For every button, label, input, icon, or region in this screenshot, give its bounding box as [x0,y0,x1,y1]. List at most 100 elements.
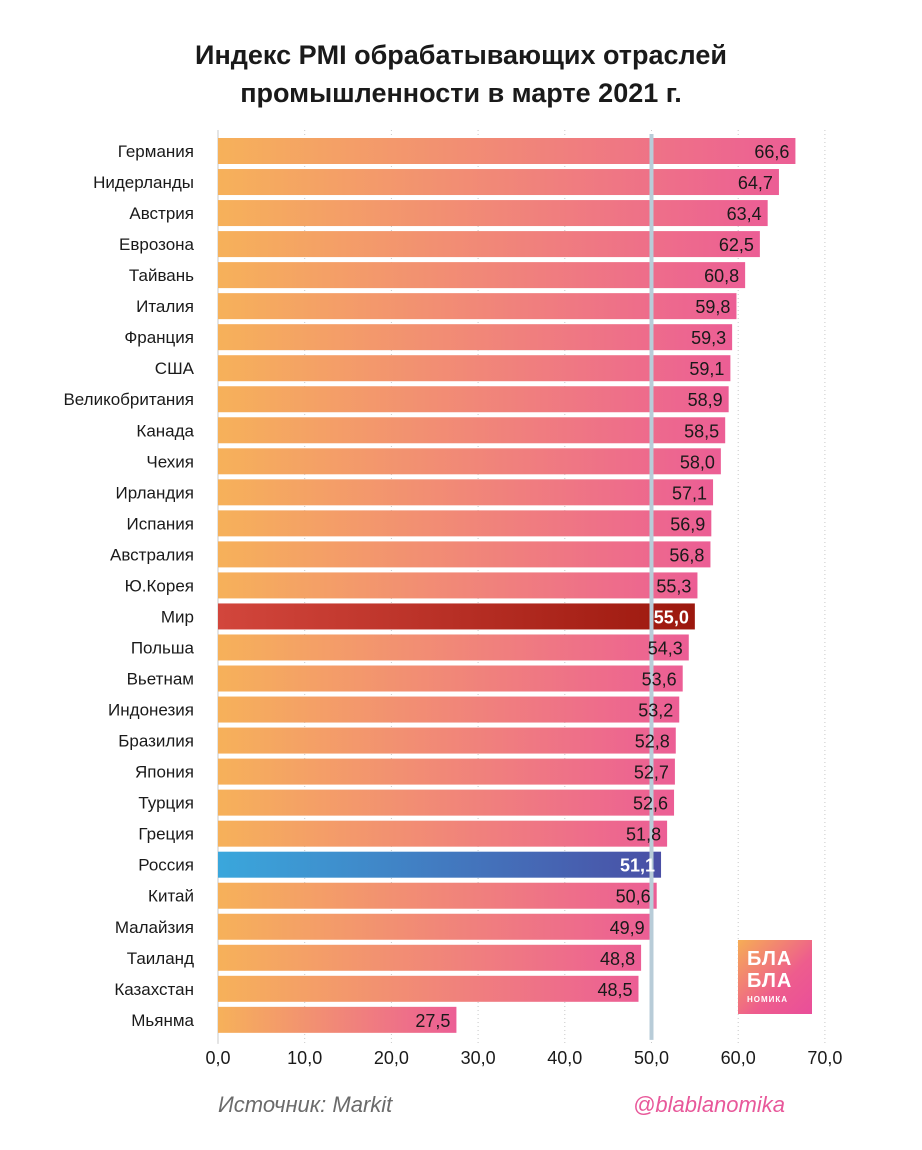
category-label: Ю.Корея [125,576,194,595]
category-label: Таиланд [127,949,194,968]
category-label: Малайзия [115,918,194,937]
category-label: Мьянма [131,1011,194,1030]
category-label: Чехия [146,452,194,471]
bar-8 [218,386,729,413]
bar-23 [218,851,662,878]
category-label: Турция [138,794,194,813]
value-label: 57,1 [672,483,707,503]
bar-0 [218,138,796,164]
value-label: 55,3 [656,576,691,596]
bar-4 [218,262,746,289]
category-label: Еврозона [119,235,195,254]
value-label: 66,6 [754,142,789,162]
bar-5 [218,293,737,320]
value-label: 51,8 [626,825,661,845]
category-label: Вьетнам [127,670,194,689]
x-tick-label: 10,0 [287,1048,322,1068]
value-label: 60,8 [704,266,739,286]
x-tick-label: 30,0 [461,1048,496,1068]
x-tick-label: 0,0 [205,1048,230,1068]
chart-title-line-1: Индекс PMI обрабатывающих отраслей [195,40,727,70]
bars [218,138,796,1033]
category-label: Индонезия [108,701,194,720]
category-label: США [155,359,195,378]
value-label: 59,3 [691,328,726,348]
value-label: 55,0 [654,607,689,627]
category-label: Франция [124,328,194,347]
logo-line-2: БЛА [747,970,793,992]
value-label: 49,9 [610,918,645,938]
x-axis: 0,0 10,0 20,0 30,0 40,0 50,0 60,0 70,0 [205,1048,842,1068]
category-label: Россия [138,856,194,875]
value-label: 48,5 [597,980,632,1000]
category-label: Ирландия [116,483,194,502]
value-label: 52,8 [635,732,670,752]
bar-1 [218,169,779,196]
labels: Германия 66,6 Нидерланды 64,7 Австрия 63,4 Евр… [63,142,789,1031]
x-tick-label: 20,0 [374,1048,409,1068]
bar-6 [218,324,733,351]
category-label: Нидерланды [93,173,194,192]
category-label: Великобритания [63,390,194,409]
bar-24 [218,882,657,909]
bar-15 [218,603,695,630]
value-label: 53,6 [642,670,677,690]
value-label: 54,3 [648,638,683,658]
bar-22 [218,820,668,847]
bar-26 [218,944,642,971]
category-label: Италия [136,297,194,316]
value-label: 62,5 [719,235,754,255]
value-label: 64,7 [738,173,773,193]
value-label: 53,2 [638,701,673,721]
bar-17 [218,665,683,692]
value-label: 52,6 [633,794,668,814]
value-label: 59,1 [689,359,724,379]
value-label: 58,9 [688,390,723,410]
bar-21 [218,789,675,816]
reference-line-group [649,134,654,1040]
category-label: Мир [161,607,194,626]
bar-14 [218,572,698,599]
category-label: Польша [131,638,195,657]
category-label: Германия [118,142,194,161]
x-tick-label: 70,0 [807,1048,842,1068]
bar-13 [218,541,711,568]
chart-title-line-2: промышленности в марте 2021 г. [240,78,682,108]
value-label: 48,8 [600,949,635,969]
category-label: Греция [138,825,194,844]
reference-line [649,134,654,1040]
bar-7 [218,355,731,382]
bar-11 [218,479,714,506]
bar-28 [218,1006,457,1033]
value-label: 56,9 [670,514,705,534]
x-tick-label: 40,0 [547,1048,582,1068]
blablanomika-logo: БЛА БЛА НОМИКА [738,940,812,1014]
bar-12 [218,510,712,537]
bar-9 [218,417,726,444]
value-label: 51,1 [620,856,655,876]
bar-25 [218,913,651,940]
bar-16 [218,634,689,661]
value-label: 27,5 [415,1011,450,1031]
category-label: Испания [127,514,194,533]
value-label: 56,8 [669,545,704,565]
bar-3 [218,231,760,258]
value-label: 58,5 [684,421,719,441]
x-tick-label: 50,0 [634,1048,669,1068]
category-label: Австралия [110,545,194,564]
category-label: Бразилия [118,732,194,751]
chart-title: Индекс PMI обрабатывающих отраслей промы… [0,36,922,112]
category-label: Австрия [129,204,194,223]
bar-19 [218,727,676,754]
logo-line-3: НОМИКА [747,995,789,1004]
value-label: 52,7 [634,763,669,783]
category-label: Канада [136,421,194,440]
bar-2 [218,200,768,227]
value-label: 63,4 [727,204,762,224]
category-label: Казахстан [114,980,194,999]
category-label: Тайвань [129,266,194,285]
x-tick-label: 60,0 [721,1048,756,1068]
category-label: Китай [148,887,194,906]
value-label: 50,6 [616,887,651,907]
